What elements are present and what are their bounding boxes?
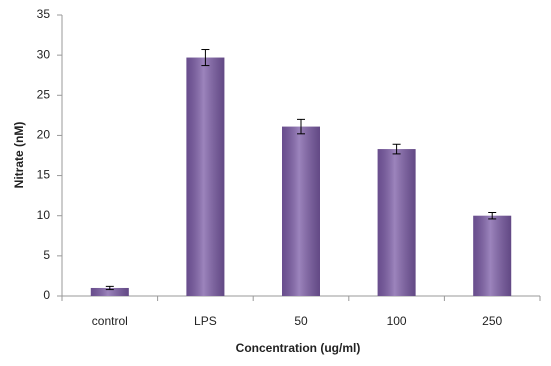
bar-shading bbox=[90, 287, 129, 296]
x-tick-label: 50 bbox=[294, 314, 308, 328]
y-tick-label: 30 bbox=[37, 47, 51, 61]
bar-shading bbox=[282, 126, 320, 297]
x-tick-label: 100 bbox=[387, 314, 407, 328]
bar-shading bbox=[377, 149, 416, 296]
x-tick-label: control bbox=[92, 314, 128, 328]
y-tick-label: 35 bbox=[37, 7, 51, 21]
y-tick-label: 20 bbox=[37, 128, 51, 142]
y-tick-label: 0 bbox=[43, 288, 50, 302]
bar-shading bbox=[473, 215, 512, 296]
y-axis-title: Nitrate (nM) bbox=[12, 122, 26, 189]
y-tick-label: 15 bbox=[37, 168, 51, 182]
y-tick-label: 25 bbox=[37, 87, 51, 101]
x-tick-label: LPS bbox=[194, 314, 217, 328]
bar-shading bbox=[186, 57, 225, 297]
y-tick-label: 10 bbox=[37, 208, 51, 222]
x-axis-title: Concentration (ug/ml) bbox=[236, 341, 361, 355]
y-tick-label: 5 bbox=[43, 248, 50, 262]
x-tick-label: 250 bbox=[482, 314, 502, 328]
